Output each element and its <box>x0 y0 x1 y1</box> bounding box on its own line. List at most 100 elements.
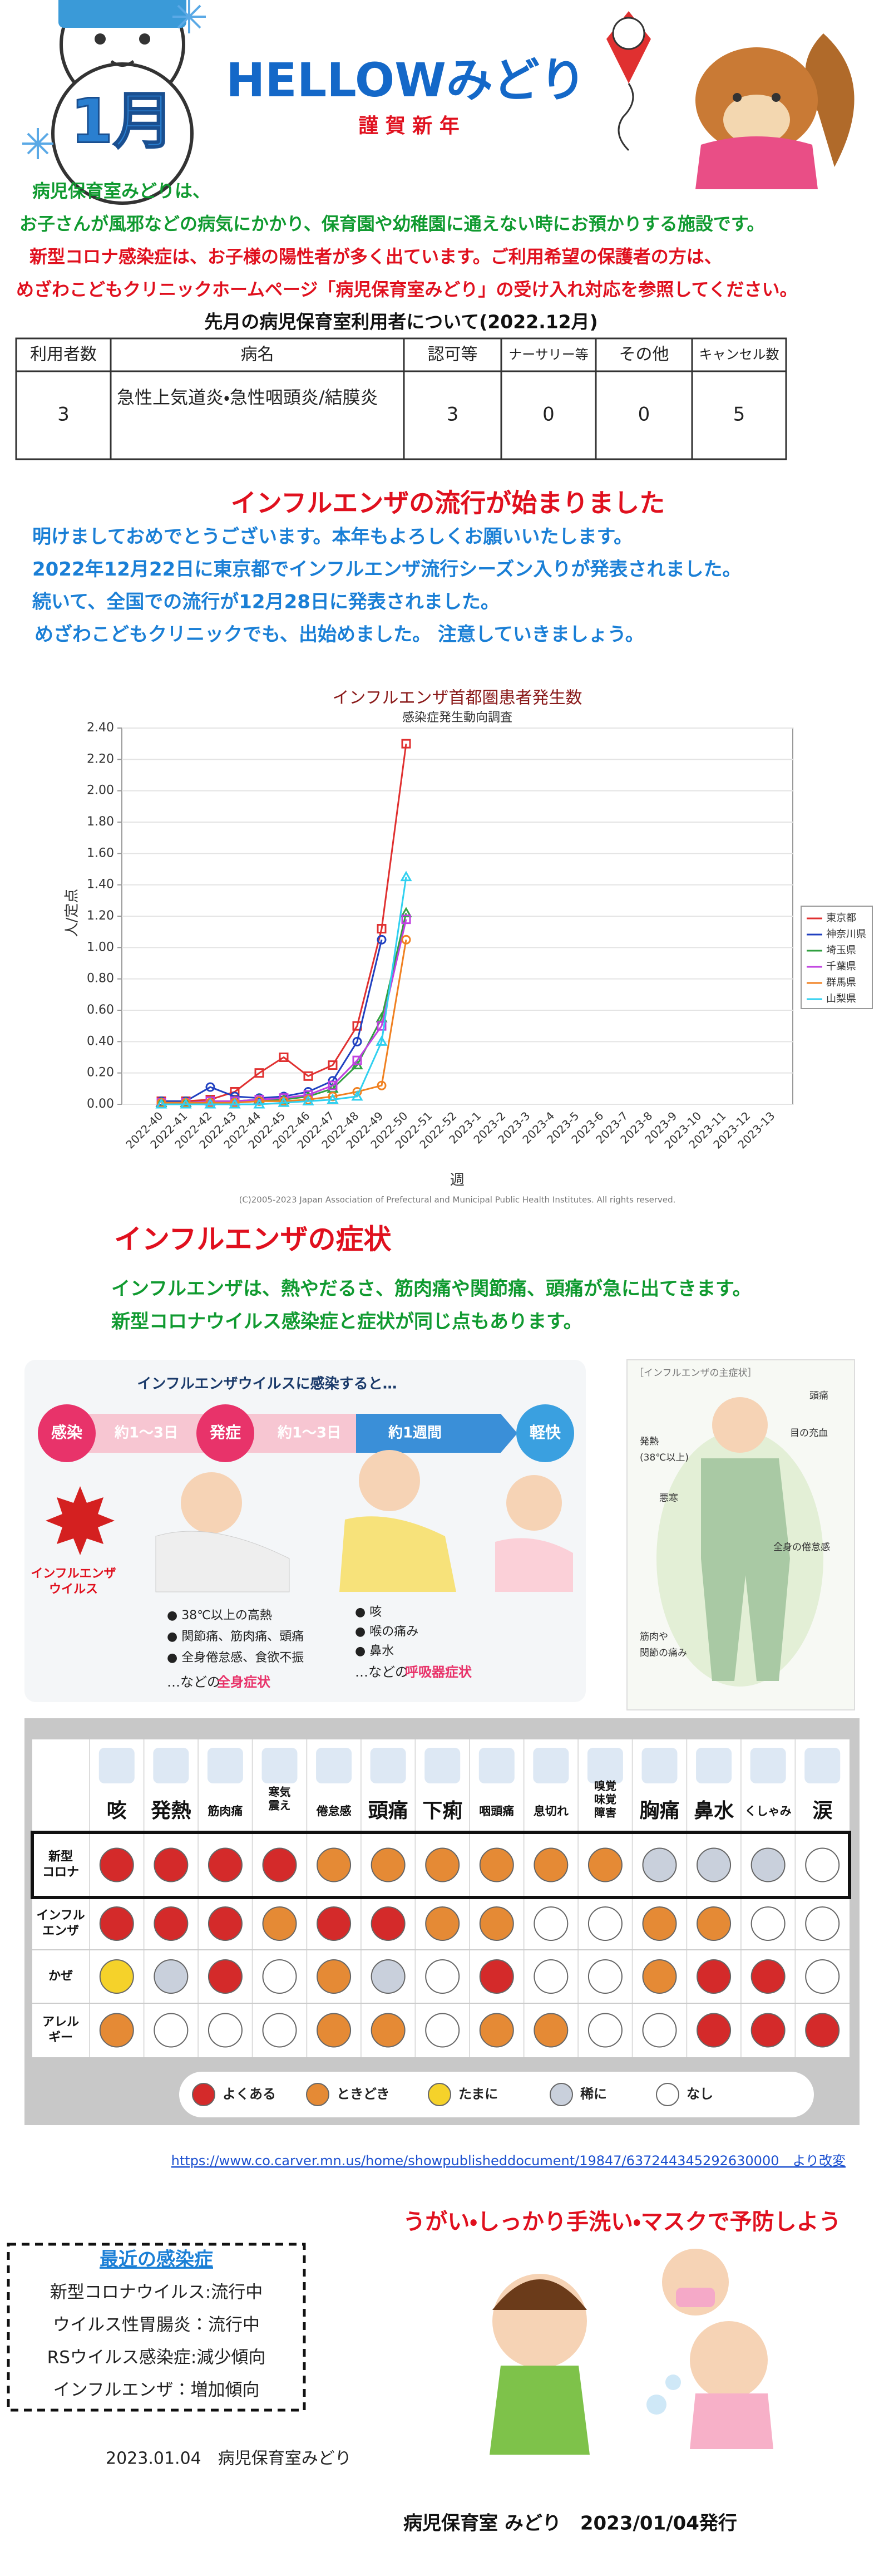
column-label: 震え <box>269 1799 291 1812</box>
intro-line: 新型コロナ感染症は、お子様の陽性者が多く出ています。ご利用希望の保護者の方は、 <box>29 246 722 267</box>
respiratory-item: ● 鼻水 <box>355 1644 394 1658</box>
level-dot <box>317 1959 352 1994</box>
marker <box>328 1060 338 1070</box>
level-dot <box>425 1847 460 1882</box>
marker <box>204 1098 216 1109</box>
level-dot <box>587 2013 623 2048</box>
level-dot <box>99 1847 134 1882</box>
level-dot <box>425 2013 460 2048</box>
level-dot <box>208 1959 243 1994</box>
marker <box>278 1097 290 1107</box>
symptom-icon <box>641 1748 678 1783</box>
kite <box>606 11 651 151</box>
level-dot <box>534 1959 569 1994</box>
symptom-label: 目の充血 <box>790 1428 828 1439</box>
news-line: めざわこどもクリニックでも、出始めました。 注意していきましょう。 <box>34 623 644 646</box>
y-axis-label: 人/定点 <box>64 889 81 937</box>
row-label: アレル <box>42 2015 79 2029</box>
series-line <box>161 743 407 1102</box>
y-tick-label: 2.00 <box>87 784 114 798</box>
title: HELLOWみどり <box>226 53 586 107</box>
stage-label: 感染 <box>51 1423 82 1442</box>
level-dot <box>154 1847 189 1882</box>
column-label: 胸痛 <box>639 1800 679 1822</box>
symptom-icon <box>153 1748 189 1783</box>
table-header: ナーサリー等 <box>508 347 589 362</box>
legend-label: 埼玉県 <box>826 945 856 956</box>
stage-label: 軽快 <box>530 1423 561 1442</box>
marker <box>254 1068 264 1078</box>
level-dot <box>750 1959 786 1994</box>
marker <box>401 739 411 749</box>
copyright: (C)2005-2023 Japan Association of Prefec… <box>239 1195 676 1205</box>
y-tick-label: 0.20 <box>87 1066 114 1080</box>
legend-label: よくある <box>223 2086 276 2102</box>
level-dot <box>805 1959 840 1994</box>
symptom-icon <box>316 1748 352 1783</box>
y-tick-label: 0.40 <box>87 1034 114 1048</box>
level-dot <box>805 1847 840 1882</box>
section-heading: インフルエンザの症状 <box>114 1223 392 1256</box>
y-tick-label: 1.20 <box>87 909 114 923</box>
intro-line: めざわこどもクリニックホームページ「病児保育室みどり」の受け入れ対応を参照してく… <box>16 279 797 300</box>
chart-title: インフルエンザ首都圏患者発生数 <box>332 689 582 708</box>
table-cell: 3 <box>447 404 459 426</box>
recent-title: 最近の感染症 <box>100 2249 213 2271</box>
column-label: 筋肉痛 <box>207 1805 243 1818</box>
symptom-label: 全身の倦怠感 <box>773 1542 830 1553</box>
news-line: 続いて、全国での流行が12月28日に発表されました。 <box>32 591 500 613</box>
symptom-label: 筋肉や <box>640 1631 668 1643</box>
column-label: 障害 <box>594 1806 616 1820</box>
symptom-icon <box>587 1748 623 1783</box>
marker <box>279 1053 289 1062</box>
level-dot <box>99 1906 134 1941</box>
legend-label: 神奈川県 <box>826 928 866 940</box>
comparison-legend <box>179 2072 814 2117</box>
marker <box>401 935 411 945</box>
marker <box>328 1080 338 1090</box>
symptom-line: 新型コロナウイルス感染症と症状が同じ点もあります。 <box>111 1311 582 1333</box>
squirrel <box>695 33 855 189</box>
source-link: https://www.co.carver.mn.us/home/showpub… <box>171 2153 846 2169</box>
respiratory-item: ● 喉の痛み <box>355 1625 418 1639</box>
marker <box>302 1095 314 1105</box>
snowman <box>51 0 194 205</box>
kids-illustration <box>490 2249 773 2455</box>
table-header: 認可等 <box>428 345 478 365</box>
virus-label: ウイルス <box>49 1582 98 1596</box>
marker <box>376 1035 388 1046</box>
symptom-icon <box>533 1748 569 1783</box>
level-dot <box>750 2013 786 2048</box>
level-dot <box>99 2013 134 2048</box>
column-label: 倦怠感 <box>316 1805 352 1818</box>
level-dot <box>371 1847 406 1882</box>
symptom-label: 発熱 <box>640 1436 659 1447</box>
level-dot <box>154 1906 189 1941</box>
y-tick-label: 1.00 <box>87 940 114 954</box>
marker <box>377 935 387 945</box>
table-header: その他 <box>619 345 669 365</box>
symptom-icon <box>424 1748 461 1783</box>
news-line: 明けましておめでとうございます。本年もよろしくお願いいたします。 <box>32 526 633 548</box>
column-label: 咽頭痛 <box>479 1805 514 1818</box>
recent-item: RSウイルス感染症:減少傾向 <box>47 2348 266 2368</box>
level-dot <box>697 1906 732 1941</box>
table-header: キャンセル数 <box>699 347 779 362</box>
symptom-icon <box>478 1748 515 1783</box>
level-dot <box>262 1847 297 1882</box>
symptom-icon <box>98 1748 135 1783</box>
greeting: 謹 賀 新 年 <box>358 115 460 137</box>
column-label: 発熱 <box>151 1800 191 1822</box>
level-dot <box>262 1906 297 1941</box>
legend-label: 東京都 <box>826 912 856 924</box>
legend-label: 群馬県 <box>826 977 856 989</box>
marker <box>401 915 411 925</box>
level-dot <box>317 1906 352 1941</box>
table-caption: 先月の病児保育室利用者について(2022.12月) <box>204 311 597 333</box>
y-tick-label: 1.80 <box>87 815 114 829</box>
recent-item: インフルエンザ：増加傾向 <box>53 2380 259 2400</box>
column-label: 下痢 <box>422 1800 462 1822</box>
legend-label: 千葉県 <box>826 961 856 972</box>
